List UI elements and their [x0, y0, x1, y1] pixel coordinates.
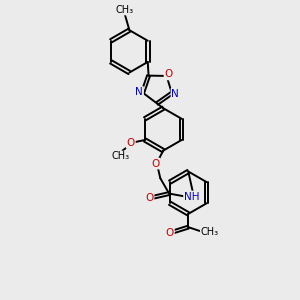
Text: CH₃: CH₃ — [201, 227, 219, 237]
Text: O: O — [145, 193, 154, 203]
Text: NH: NH — [184, 191, 200, 202]
Text: O: O — [151, 158, 159, 169]
Text: CH₃: CH₃ — [116, 4, 134, 14]
Text: CH₃: CH₃ — [112, 152, 130, 161]
Text: N: N — [172, 89, 179, 99]
Text: O: O — [166, 228, 174, 238]
Text: O: O — [127, 138, 135, 148]
Text: O: O — [164, 70, 173, 80]
Text: N: N — [135, 87, 143, 97]
